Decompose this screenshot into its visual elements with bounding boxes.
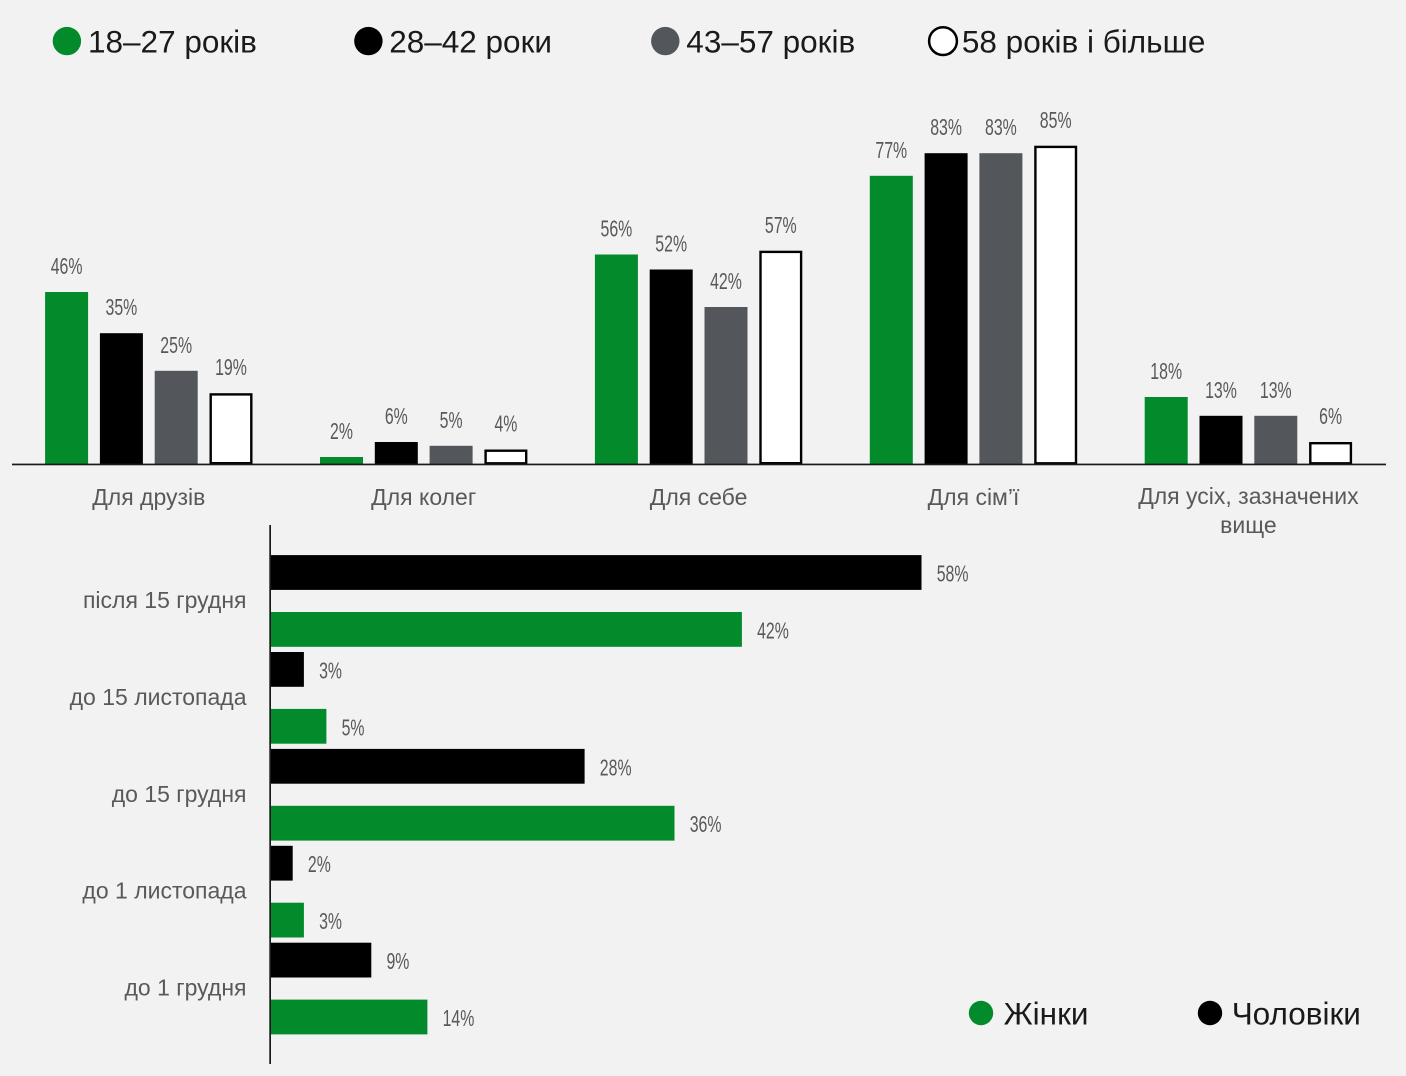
svg-text:Для колег: Для колег <box>371 484 476 510</box>
svg-text:до 1 листопада: до 1 листопада <box>82 878 246 904</box>
svg-text:56%: 56% <box>601 216 633 242</box>
svg-text:2%: 2% <box>330 418 353 444</box>
svg-text:18%: 18% <box>1150 358 1182 384</box>
svg-text:вище: вище <box>1220 512 1277 538</box>
svg-text:до 1 грудня: до 1 грудня <box>124 975 246 1001</box>
svg-text:18–27 років: 18–27 років <box>88 24 257 60</box>
svg-text:14%: 14% <box>443 1005 475 1031</box>
svg-text:6%: 6% <box>385 403 408 429</box>
svg-text:9%: 9% <box>387 948 410 974</box>
svg-text:13%: 13% <box>1205 377 1237 403</box>
svg-text:19%: 19% <box>215 354 247 380</box>
svg-text:36%: 36% <box>690 811 722 837</box>
svg-text:Жінки: Жінки <box>1004 996 1089 1032</box>
svg-text:46%: 46% <box>51 253 83 279</box>
svg-text:4%: 4% <box>494 411 517 437</box>
svg-text:5%: 5% <box>440 407 463 433</box>
svg-text:42%: 42% <box>757 617 789 643</box>
svg-text:25%: 25% <box>160 332 192 358</box>
svg-text:35%: 35% <box>106 294 138 320</box>
svg-text:5%: 5% <box>342 714 365 740</box>
svg-text:43–57 років: 43–57 років <box>686 24 855 60</box>
svg-text:6%: 6% <box>1319 403 1342 429</box>
svg-text:58%: 58% <box>937 561 969 587</box>
svg-text:57%: 57% <box>765 212 797 238</box>
svg-text:58 років і більше: 58 років і більше <box>962 24 1205 60</box>
svg-text:Чоловіки: Чоловіки <box>1232 996 1361 1032</box>
svg-text:28–42 роки: 28–42 роки <box>389 24 552 60</box>
svg-text:3%: 3% <box>319 908 342 934</box>
svg-text:85%: 85% <box>1040 107 1072 133</box>
svg-text:до 15 листопада: до 15 листопада <box>70 684 247 710</box>
svg-text:Для сім’ї: Для сім’ї <box>928 484 1020 510</box>
svg-text:2%: 2% <box>308 851 331 877</box>
svg-text:28%: 28% <box>600 754 632 780</box>
svg-text:3%: 3% <box>319 657 342 683</box>
svg-text:до 15 грудня: до 15 грудня <box>112 781 247 807</box>
svg-text:після 15 грудня: після 15 грудня <box>83 587 247 613</box>
svg-text:83%: 83% <box>930 114 962 140</box>
svg-text:Для себе: Для себе <box>650 484 748 510</box>
svg-text:52%: 52% <box>655 231 687 257</box>
svg-text:83%: 83% <box>985 114 1017 140</box>
svg-text:Для усіх, зазначених: Для усіх, зазначених <box>1138 483 1359 509</box>
svg-text:13%: 13% <box>1260 377 1292 403</box>
svg-text:77%: 77% <box>875 137 907 163</box>
svg-text:42%: 42% <box>710 268 742 294</box>
svg-text:Для друзів: Для друзів <box>92 484 205 510</box>
